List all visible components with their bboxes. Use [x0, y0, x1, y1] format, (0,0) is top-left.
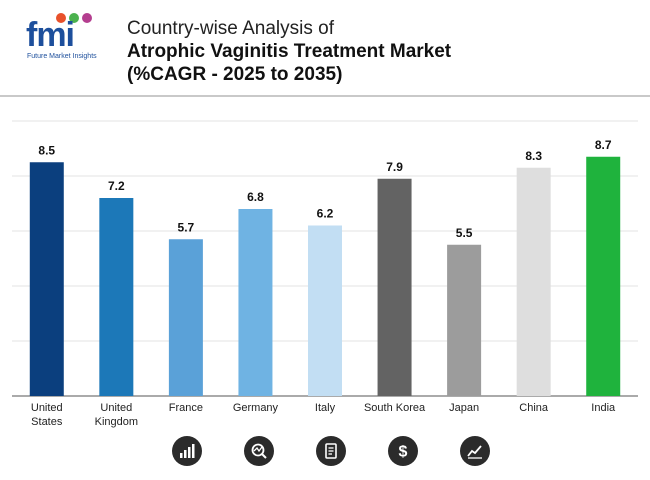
data-label: 7.2 — [108, 179, 125, 193]
bar — [238, 209, 273, 396]
bar-chart: 8.5 United States 7.2 United Kingdom 5.7 France… — [12, 120, 638, 428]
page-title-line2: Atrophic Vaginitis Treatment Market — [127, 41, 452, 62]
bar — [377, 178, 412, 396]
tick-label: Germany — [233, 402, 279, 414]
logo-dot-orange — [56, 13, 66, 23]
tick-label: France — [169, 402, 203, 414]
tick-label: Japan — [449, 402, 479, 414]
dollar-icon: $ — [388, 436, 418, 466]
bar — [447, 244, 482, 396]
data-label: 6.8 — [247, 190, 264, 204]
tick-label: States — [31, 416, 63, 428]
tick-label: United — [100, 402, 132, 414]
data-label: 8.3 — [525, 149, 542, 163]
data-label: 6.2 — [317, 207, 334, 221]
bar — [308, 225, 342, 396]
document-icon — [316, 436, 346, 466]
header-divider — [0, 95, 650, 97]
bar — [29, 162, 64, 396]
trend-icon — [460, 436, 490, 466]
tick-label: South Korea — [364, 402, 426, 414]
bar-chart-icon — [172, 436, 202, 466]
data-label: 8.5 — [38, 143, 55, 157]
header: fmi Future Market Insights Country-wise … — [0, 0, 650, 96]
page-title-line1: Country-wise Analysis of — [127, 18, 334, 39]
bar — [99, 198, 134, 396]
tick-label: India — [591, 402, 616, 414]
tick-label: United — [31, 402, 63, 414]
bar — [586, 156, 621, 396]
logo-dot-purple — [82, 13, 92, 23]
logo: fmi — [26, 16, 75, 54]
analysis-icon — [244, 436, 274, 466]
tick-label: China — [519, 402, 549, 414]
svg-text:$: $ — [399, 444, 408, 461]
tick-label: Kingdom — [95, 416, 138, 428]
logo-dot-green — [69, 13, 79, 23]
data-label: 7.9 — [386, 160, 403, 174]
footer-icons: $ — [0, 436, 650, 472]
data-label: 8.7 — [595, 138, 612, 152]
tick-label: Italy — [315, 402, 336, 414]
bar — [516, 167, 551, 396]
bar — [168, 239, 203, 396]
data-label: 5.5 — [456, 226, 473, 240]
data-label: 5.7 — [178, 220, 195, 234]
page-title-line3: (%CAGR - 2025 to 2035) — [127, 64, 343, 85]
logo-subtitle: Future Market Insights — [27, 53, 97, 60]
